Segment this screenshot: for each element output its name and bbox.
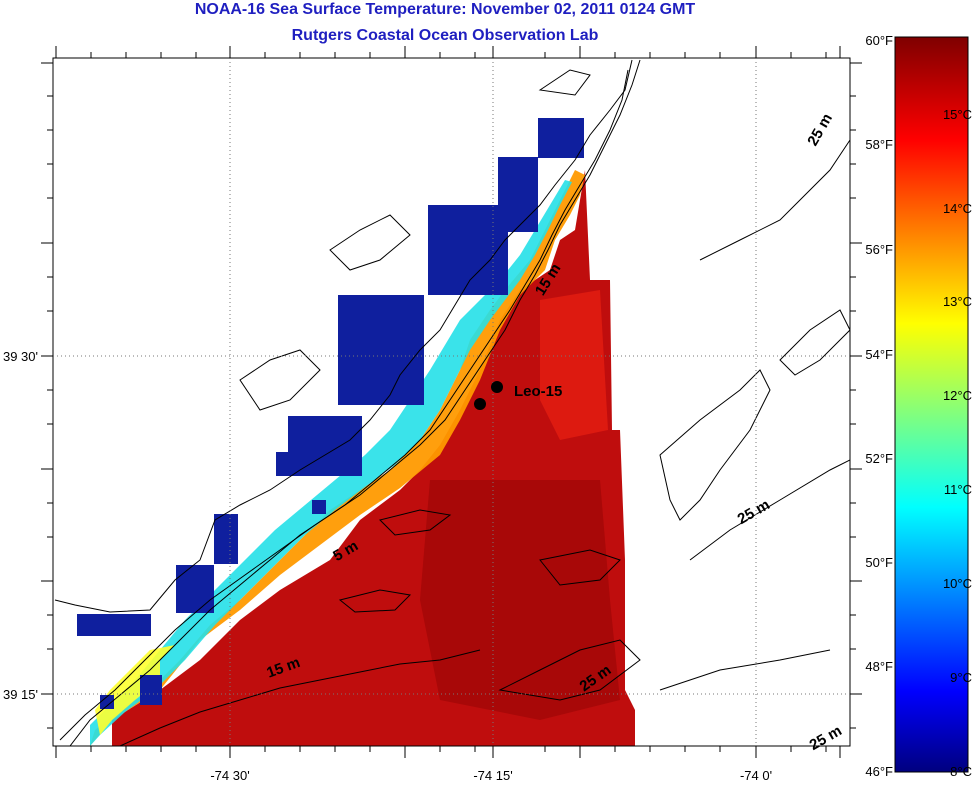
- yellow-band-south: [95, 645, 175, 735]
- colorbar-c-label: 8°C: [950, 764, 972, 779]
- colorbar-f-label: 54°F: [865, 347, 893, 362]
- y-tick-label: 39 30': [3, 349, 38, 364]
- sst-pixels: [77, 118, 635, 746]
- colorbar-c-label: 11°C: [944, 482, 972, 497]
- coastline-contours: [54, 59, 850, 746]
- colorbar-c-label: 14°C: [943, 201, 972, 216]
- map-subtitle: Rutgers Coastal Ocean Observation Lab: [291, 27, 599, 44]
- colorbar: [894, 36, 969, 773]
- colorbar-f-labels: 60°F 58°F 56°F 54°F 52°F 50°F 48°F 46°F: [865, 33, 893, 779]
- station-marker: [474, 398, 486, 410]
- y-tick-label: 39 15': [3, 687, 38, 702]
- colorbar-c-labels: 15°C 14°C 13°C 12°C 11°C 10°C 9°C 8°C: [943, 107, 972, 779]
- grid: [53, 58, 850, 746]
- colorbar-f-label: 48°F: [865, 659, 893, 674]
- x-tick-label: -74 0': [740, 768, 772, 783]
- x-tick-label: -74 15': [473, 768, 512, 783]
- warmest-water-region: [420, 480, 620, 720]
- colorbar-f-label: 60°F: [865, 33, 893, 48]
- colorbar-c-label: 12°C: [943, 388, 972, 403]
- colorbar-f-label: 50°F: [865, 555, 893, 570]
- cold-bay-pixels: [77, 118, 584, 709]
- colorbar-f-label: 52°F: [865, 451, 893, 466]
- colorbar-c-label: 9°C: [950, 670, 972, 685]
- colorbar-f-label: 58°F: [865, 137, 893, 152]
- colorbar-c-label: 10°C: [943, 576, 972, 591]
- colorbar-c-label: 13°C: [943, 294, 972, 309]
- map-title: NOAA-16 Sea Surface Temperature: Novembe…: [194, 1, 696, 18]
- red-water-region: [540, 290, 608, 440]
- colorbar-f-label: 46°F: [865, 764, 893, 779]
- x-ticks: [55, 46, 841, 758]
- colorbar-f-label: 56°F: [865, 242, 893, 257]
- y-ticks: [41, 62, 862, 729]
- x-tick-label: -74 30': [210, 768, 249, 783]
- station-marker: [491, 381, 503, 393]
- colorbar-c-label: 15°C: [943, 107, 972, 122]
- station-label-leo15: Leo-15: [514, 383, 562, 400]
- map-frame: [52, 57, 851, 747]
